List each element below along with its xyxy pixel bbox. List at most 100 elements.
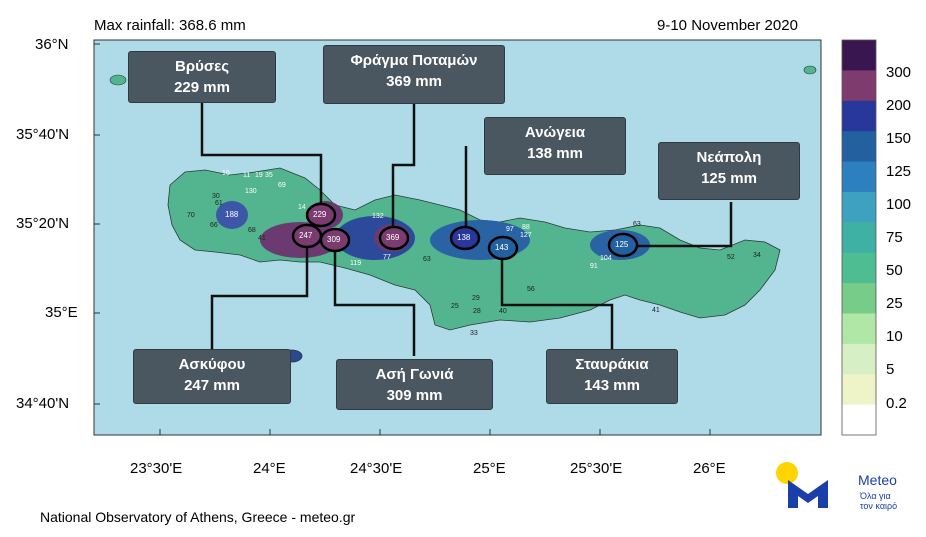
callout-stavrakia: Σταυράκια 143 mm — [546, 349, 678, 404]
map-date: 9-10 November 2020 — [657, 17, 798, 34]
station-value: 30 — [212, 193, 220, 200]
lon-label: 24°30'E — [350, 460, 403, 477]
lat-label: 35°20'N — [16, 215, 70, 232]
logo-name: Meteo — [858, 472, 897, 488]
colorbar-label: 50 — [886, 262, 903, 279]
islet-north-2 — [803, 65, 817, 75]
station-value: 127 — [520, 232, 532, 239]
colorbar-label: 100 — [886, 196, 912, 213]
callout-name: Φράγμα Ποταμών — [350, 52, 478, 69]
circle-value-askyfou: 247 — [299, 231, 313, 240]
callout-vryses: Βρύσες 229 mm — [128, 51, 276, 103]
colorbar-swatch — [842, 222, 876, 254]
station-value: 41 — [258, 235, 266, 242]
station-value: 19 — [255, 172, 263, 179]
callout-name: Νεάπολη — [696, 149, 762, 166]
station-value: 28 — [473, 308, 481, 315]
colorbar-label: 10 — [886, 328, 903, 345]
callout-potamon: Φράγμα Ποταμών 369 mm — [323, 45, 505, 104]
logo-tagline-2: τον καιρό — [860, 501, 898, 511]
station-value: 63 — [633, 221, 641, 228]
rain-zone-west — [216, 201, 248, 229]
colorbar-swatch — [842, 131, 876, 163]
logo-tagline-1: Όλα για — [860, 491, 891, 501]
colorbar-swatch — [842, 191, 876, 223]
callout-value: 143 mm — [584, 377, 640, 394]
colorbar-label: 5 — [886, 361, 895, 378]
callout-name: Σταυράκια — [575, 356, 649, 373]
circle-value-anogeia: 138 — [457, 233, 471, 242]
callout-value: 138 mm — [527, 145, 583, 162]
lon-label: 25°E — [473, 460, 506, 477]
lon-label: 23°30'E — [130, 460, 183, 477]
colorbar-label: 0.2 — [886, 395, 907, 412]
circle-value-west: 188 — [225, 210, 239, 219]
station-value: 16 — [222, 170, 230, 177]
lat-label: 35°40'N — [16, 126, 70, 143]
circle-value-potamon: 369 — [386, 233, 400, 242]
colorbar-swatch — [842, 283, 876, 314]
station-value: 132 — [372, 213, 384, 220]
colorbar-label: 150 — [886, 130, 912, 147]
lon-label: 24°E — [253, 460, 286, 477]
colorbar-swatch — [842, 404, 876, 436]
colorbar-swatch — [842, 252, 876, 284]
callout-value: 369 mm — [386, 73, 442, 90]
colorbar-label: 200 — [886, 97, 912, 114]
station-value: 33 — [470, 330, 478, 337]
colorbar-swatch — [842, 343, 876, 375]
colorbar-label: 125 — [886, 163, 912, 180]
station-circles — [291, 202, 639, 261]
station-value: 66 — [210, 222, 218, 229]
station-value: 40 — [499, 308, 507, 315]
callout-anogeia: Ανώγεια 138 mm — [484, 117, 626, 175]
meteo-logo-icon — [776, 462, 828, 508]
colorbar-swatch — [842, 313, 876, 345]
circle-value-vryses: 229 — [313, 210, 327, 219]
colorbar-label: 300 — [886, 64, 912, 81]
station-value: 14 — [298, 204, 306, 211]
station-value: 88 — [522, 224, 530, 231]
colorbar-label: 75 — [886, 229, 903, 246]
circle-value-neapoli: 125 — [615, 240, 629, 249]
callout-neapoli: Νεάπολη 125 mm — [658, 142, 800, 200]
colorbar-label: 25 — [886, 295, 903, 312]
leader-lines — [200, 103, 733, 356]
callout-value: 247 mm — [184, 377, 240, 394]
callout-value: 229 mm — [174, 79, 230, 96]
colorbar-swatch — [842, 374, 876, 406]
callout-value: 309 mm — [386, 387, 443, 404]
station-value: 11 — [243, 172, 251, 179]
station-value: 25 — [451, 303, 459, 310]
station-value: 41 — [652, 307, 660, 314]
station-value: 63 — [423, 256, 431, 263]
lat-label: 35°E — [45, 304, 78, 321]
colorbar-swatch — [842, 70, 876, 102]
lat-label: 34°40'N — [16, 395, 70, 412]
callout-name: Ανώγεια — [524, 124, 586, 141]
station-value: 69 — [278, 182, 286, 189]
station-value: 35 — [265, 172, 273, 179]
axis-ticks — [94, 43, 711, 435]
circle-value-asi-gonia: 309 — [327, 235, 341, 244]
station-value: 70 — [187, 212, 195, 219]
colorbar-frame — [841, 39, 877, 436]
station-value: 29 — [472, 295, 480, 302]
station-value: 130 — [245, 188, 257, 195]
callout-asi-gonia: Ασή Γωνιά 309 mm — [336, 359, 493, 410]
colorbar-swatch — [842, 100, 876, 132]
lon-label: 25°30'E — [570, 460, 623, 477]
lon-label: 26°E — [693, 460, 726, 477]
station-value: 91 — [590, 263, 598, 270]
station-value: 52 — [727, 254, 735, 261]
station-value: 104 — [600, 255, 612, 262]
callout-value: 125 mm — [701, 170, 757, 187]
colorbar-swatch — [842, 40, 876, 71]
map-title: Max rainfall: 368.6 mm — [94, 17, 246, 34]
callout-name: Ασή Γωνιά — [375, 366, 454, 383]
islet-north-1 — [109, 74, 127, 86]
station-value: 56 — [527, 286, 535, 293]
colorbar-swatch — [842, 161, 876, 193]
station-value: 34 — [753, 252, 761, 259]
map-frame — [93, 39, 822, 436]
